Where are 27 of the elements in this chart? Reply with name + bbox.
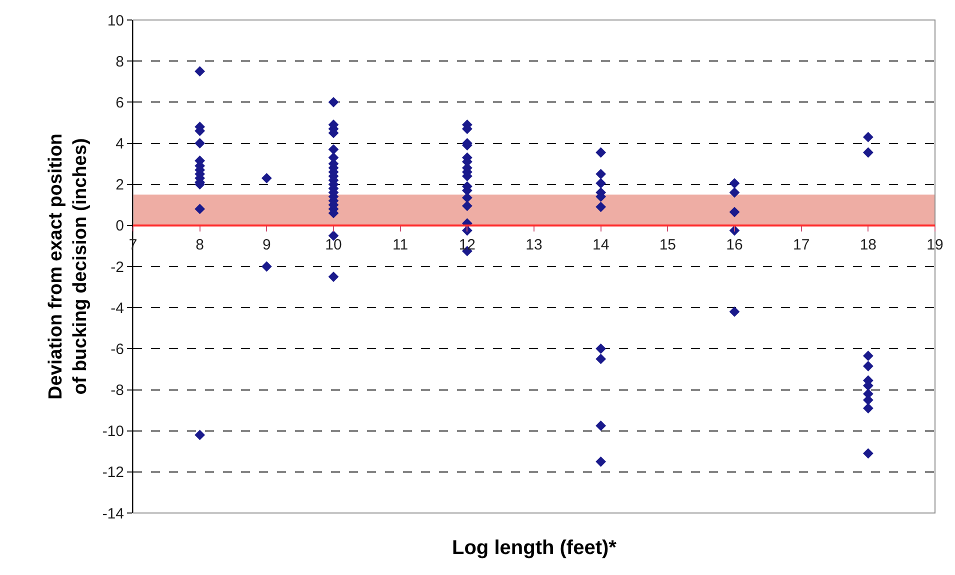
y-tick-label: 8 <box>116 53 124 70</box>
x-tick-label: 15 <box>659 236 676 254</box>
y-tick-label: -14 <box>102 505 124 522</box>
y-tick-label: -8 <box>110 382 124 399</box>
x-tick-label: 9 <box>262 236 271 254</box>
x-tick-label: 8 <box>196 236 204 254</box>
x-tick-label: 16 <box>726 236 743 254</box>
x-tick-label: 18 <box>860 236 877 254</box>
y-tick-label: -4 <box>110 300 124 317</box>
y-tick-label: -12 <box>102 464 124 482</box>
y-tick-label: 10 <box>107 12 124 30</box>
y-axis-title: Deviation from exact position of bucking decision (inches) <box>45 133 92 400</box>
x-tick-label: 10 <box>325 236 342 254</box>
x-tick-label: 12 <box>458 236 476 254</box>
y-tick-label: 2 <box>116 176 124 194</box>
y-tick-label: 6 <box>116 94 124 112</box>
y-tick-label: 4 <box>116 136 124 152</box>
x-tick-label: 11 <box>392 236 408 254</box>
y-tick-label: -2 <box>110 258 124 276</box>
y-tick-label: -6 <box>110 340 124 358</box>
y-tick-label: 0 <box>116 218 124 235</box>
x-tick-label: 19 <box>926 236 944 254</box>
x-axis-title: Log length (feet)* <box>452 537 617 559</box>
x-tick-label: 13 <box>526 236 542 254</box>
x-tick-label: 17 <box>792 236 810 254</box>
x-tick-label: 14 <box>592 236 610 254</box>
y-tick-label: -10 <box>102 423 124 440</box>
